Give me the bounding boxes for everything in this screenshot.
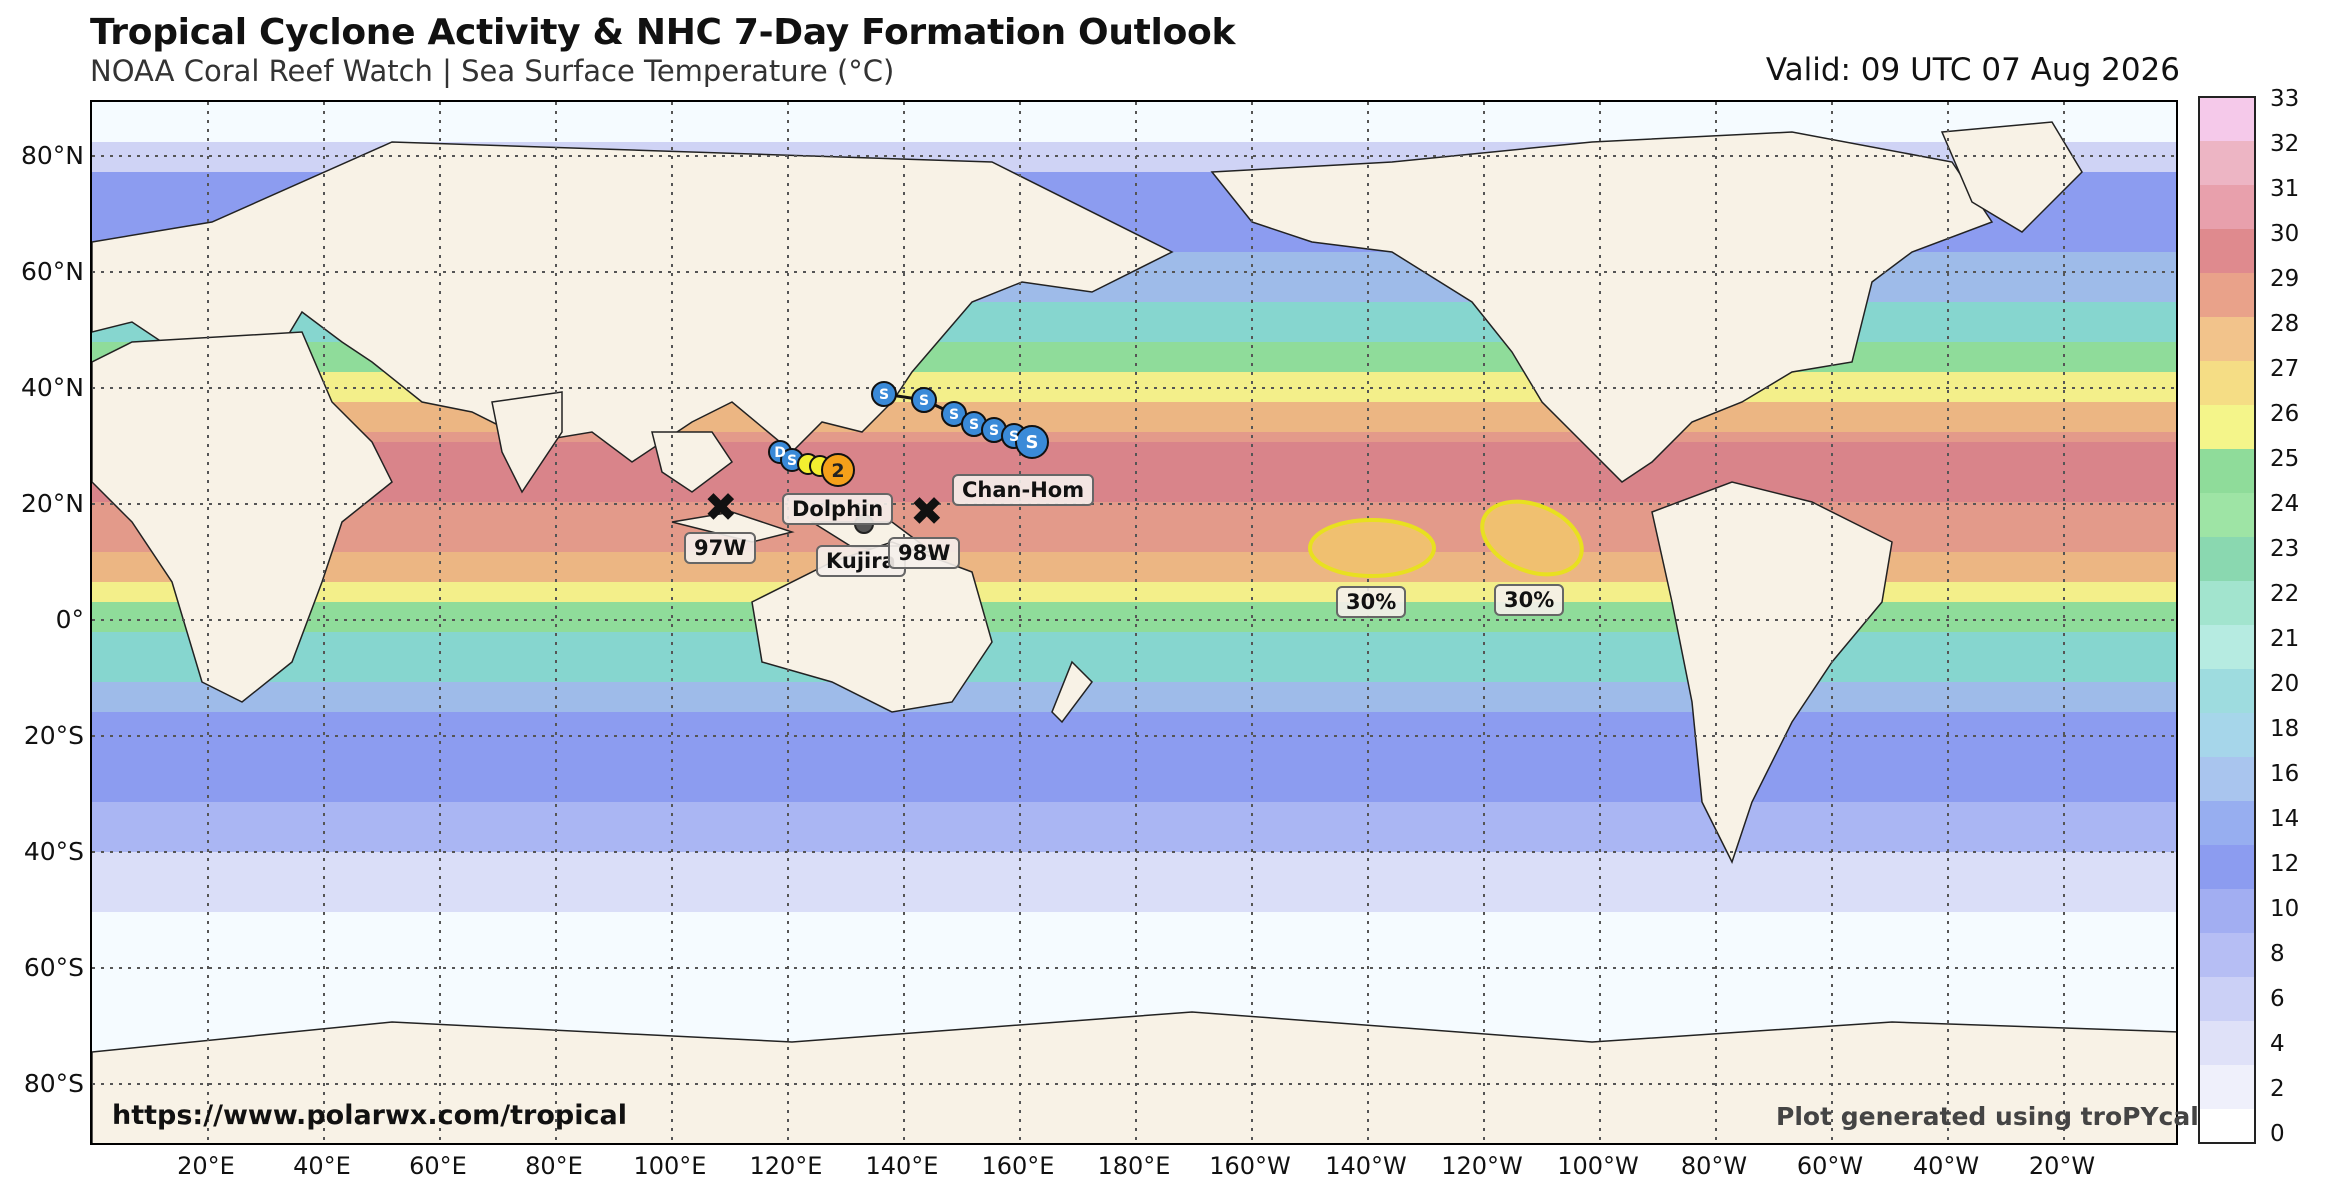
sst-colorbar — [2198, 96, 2256, 1144]
lon-label: 20°E — [177, 1152, 235, 1180]
outlook-area-1[interactable] — [1308, 518, 1436, 578]
lon-label: 180°E — [1097, 1152, 1171, 1180]
svg-text:S: S — [919, 393, 929, 409]
storm-label-chan-hom[interactable]: Chan-Hom — [952, 474, 1095, 506]
invest-label-98w[interactable]: 98W — [888, 537, 961, 569]
source-url[interactable]: https://www.polarwx.com/tropical — [112, 1100, 627, 1131]
outlook-area-2[interactable] — [1471, 488, 1592, 588]
colorbar-tick: 10 — [2270, 896, 2300, 922]
lon-label: 140°E — [865, 1152, 939, 1180]
lat-label: 40°N — [20, 373, 84, 402]
colorbar-tick: 22 — [2270, 581, 2300, 607]
lon-label: 160°E — [981, 1152, 1055, 1180]
invest-97w-marker[interactable]: ✖ — [704, 485, 738, 531]
chan-hom-track-points[interactable] — [871, 381, 1049, 459]
colorbar-tick: 18 — [2270, 716, 2300, 742]
lat-label: 80°N — [20, 141, 84, 170]
colorbar-tick: 4 — [2270, 1031, 2285, 1057]
lon-label: 20°W — [2028, 1152, 2096, 1180]
colorbar-tick: 29 — [2270, 266, 2300, 292]
colorbar-tick: 21 — [2270, 626, 2300, 652]
colorbar-tick: 16 — [2270, 761, 2300, 787]
lon-label: 80°W — [1680, 1152, 1748, 1180]
lon-label: 60°W — [1796, 1152, 1864, 1180]
lat-label: 40°S — [23, 837, 84, 866]
sst-map: S S S S S S S D S 2 — [92, 102, 2176, 1143]
svg-text:2: 2 — [831, 460, 844, 482]
lat-label: 0° — [55, 605, 84, 634]
chan-hom-track-letters: S S S S S S S — [879, 387, 1039, 453]
lat-label: 20°S — [23, 721, 84, 750]
svg-text:S: S — [989, 423, 999, 439]
svg-text:S: S — [949, 407, 959, 423]
colorbar-tick: 2 — [2270, 1076, 2285, 1102]
lon-label: 100°E — [633, 1152, 707, 1180]
svg-text:S: S — [1009, 429, 1019, 445]
colorbar-tick: 23 — [2270, 536, 2300, 562]
colorbar-tick: 28 — [2270, 311, 2300, 337]
colorbar-tick: 20 — [2270, 671, 2300, 697]
lon-label: 60°E — [409, 1152, 467, 1180]
colorbar-tick: 31 — [2270, 176, 2300, 202]
svg-text:D: D — [774, 445, 786, 461]
svg-text:S: S — [787, 453, 797, 469]
map-panel: S S S S S S S D S 2 — [90, 100, 2178, 1145]
valid-time: Valid: 09 UTC 07 Aug 2026 — [1765, 52, 2180, 88]
colorbar-tick: 32 — [2270, 131, 2300, 157]
svg-text:S: S — [969, 417, 979, 433]
lat-label: 60°S — [23, 953, 84, 982]
lon-label: 40°W — [1912, 1152, 1980, 1180]
colorbar-tick: 27 — [2270, 356, 2300, 382]
lat-label: 20°N — [20, 489, 84, 518]
lat-label: 80°S — [23, 1069, 84, 1098]
colorbar-tick: 30 — [2270, 221, 2300, 247]
invest-98w-marker[interactable]: ✖ — [910, 489, 944, 535]
lon-label: 120°W — [1441, 1152, 1523, 1180]
outlook-label-1[interactable]: 30% — [1336, 586, 1407, 618]
colorbar-tick: 8 — [2270, 941, 2285, 967]
storm-label-dolphin[interactable]: Dolphin — [782, 493, 894, 525]
lon-label: 160°W — [1209, 1152, 1291, 1180]
colorbar-tick: 26 — [2270, 401, 2300, 427]
svg-text:S: S — [1026, 432, 1039, 453]
colorbar-tick: 0 — [2270, 1121, 2285, 1147]
chart-title: Tropical Cyclone Activity & NHC 7-Day Fo… — [90, 12, 1236, 53]
lat-label: 60°N — [20, 257, 84, 286]
colorbar-tick: 6 — [2270, 986, 2285, 1012]
outlook-label-2[interactable]: 30% — [1494, 584, 1565, 616]
lon-label: 120°E — [749, 1152, 823, 1180]
lon-label: 100°W — [1557, 1152, 1639, 1180]
plot-credit: Plot generated using troPYcal — [1776, 1102, 2199, 1131]
colorbar-tick: 14 — [2270, 806, 2300, 832]
colorbar-tick: 25 — [2270, 446, 2300, 472]
svg-text:S: S — [879, 387, 889, 403]
dolphin-track-points[interactable] — [768, 440, 855, 487]
chart-subtitle: NOAA Coral Reef Watch | Sea Surface Temp… — [90, 54, 895, 88]
lon-label: 80°E — [525, 1152, 583, 1180]
colorbar-tick: 24 — [2270, 491, 2300, 517]
colorbar-tick: 12 — [2270, 851, 2300, 877]
invest-label-97w[interactable]: 97W — [684, 532, 757, 564]
dolphin-track-letters: D S 2 — [774, 445, 844, 482]
lon-label: 140°W — [1325, 1152, 1407, 1180]
colorbar-tick: 33 — [2270, 86, 2300, 112]
lon-label: 40°E — [293, 1152, 351, 1180]
